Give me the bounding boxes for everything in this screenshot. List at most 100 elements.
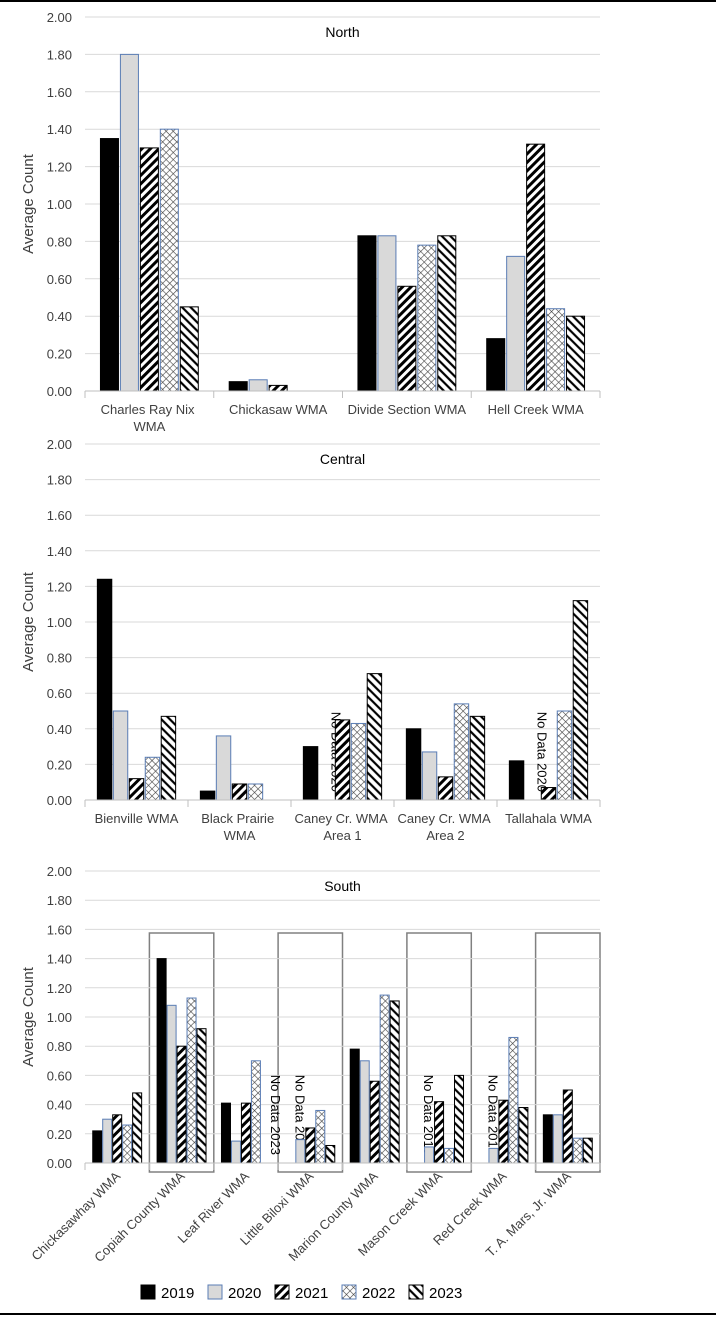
- y-tick-label: 1.20: [47, 160, 72, 175]
- y-tick-label: 1.80: [47, 473, 72, 488]
- bar: [366, 673, 383, 801]
- chart-title: South: [324, 878, 361, 894]
- x-tick-label: Charles Ray Nix WMA: [101, 402, 199, 434]
- legend-swatch: [207, 1284, 223, 1300]
- legend-swatch: [140, 1284, 156, 1300]
- bar: [518, 1107, 529, 1164]
- bar: [179, 306, 199, 392]
- highlight-boxes: [148, 932, 601, 1173]
- y-tick-label: 0.00: [47, 384, 72, 399]
- bar: [506, 255, 526, 392]
- x-tick-label: Chickasaw WMA: [229, 402, 328, 417]
- bar: [220, 1102, 231, 1164]
- no-data-note: No Data 2019: [292, 1075, 307, 1155]
- y-axis-label: Average Count: [20, 153, 37, 254]
- y-tick-label: 1.20: [47, 981, 72, 996]
- bar: [424, 1146, 435, 1164]
- bar: [215, 735, 232, 801]
- highlight-box: [534, 932, 601, 1173]
- chart-title: Central: [320, 451, 365, 467]
- bar: [122, 1124, 133, 1164]
- bar: [359, 1060, 370, 1164]
- y-tick-label: 1.20: [47, 579, 72, 594]
- legend-label: 2022: [362, 1285, 395, 1302]
- highlight-box: [406, 932, 473, 1173]
- bar: [96, 578, 113, 801]
- y-tick-label: 1.40: [47, 122, 72, 137]
- legend-label: 2019: [161, 1285, 194, 1302]
- no-data-note: No Data 2019: [421, 1075, 436, 1155]
- bar: [582, 1137, 593, 1164]
- y-tick-label: 1.80: [47, 893, 72, 908]
- bar: [405, 728, 422, 801]
- bar: [268, 384, 288, 392]
- highlight-box: [277, 932, 344, 1173]
- y-tick-label: 1.60: [47, 922, 72, 937]
- bar: [325, 1144, 336, 1164]
- legend-label: 2023: [429, 1285, 462, 1302]
- bar: [112, 1114, 123, 1164]
- y-tick-label: 0.60: [47, 272, 72, 287]
- y-tick-label: 1.60: [47, 508, 72, 523]
- bar: [566, 315, 586, 392]
- bar: [508, 760, 525, 801]
- legend-swatch: [274, 1284, 290, 1300]
- y-tick-label: 0.20: [47, 1127, 72, 1142]
- y-tick-label: 2.00: [47, 437, 72, 452]
- y-tick-label: 0.80: [47, 234, 72, 249]
- bar: [128, 778, 145, 801]
- bar: [454, 1074, 465, 1164]
- bar: [434, 1101, 445, 1164]
- bar: [159, 128, 179, 392]
- y-tick-label: 0.20: [47, 757, 72, 772]
- y-tick-label: 2.00: [47, 10, 72, 25]
- bar: [156, 958, 167, 1164]
- x-tick-label: Caney Cr. WMA Area 2: [397, 811, 493, 843]
- bar: [139, 147, 159, 392]
- y-tick-label: 0.60: [47, 686, 72, 701]
- bar: [389, 1000, 400, 1164]
- bar: [350, 722, 367, 801]
- legend-swatch: [408, 1284, 424, 1300]
- bar: [488, 1147, 499, 1164]
- y-tick-label: 1.00: [47, 197, 72, 212]
- y-axis-label: Average Count: [20, 571, 37, 672]
- bar: [417, 244, 437, 392]
- no-data-note: No Data 2019: [485, 1075, 500, 1155]
- bar: [240, 1102, 251, 1164]
- y-tick-label: 0.40: [47, 309, 72, 324]
- no-data-note: No Data 2023: [268, 1075, 283, 1155]
- bar: [498, 1099, 509, 1164]
- bar: [542, 1114, 553, 1164]
- chart-title: North: [325, 24, 359, 40]
- bar: [546, 308, 566, 392]
- x-tick-label: Tallahala WMA: [505, 811, 592, 826]
- bar: [437, 776, 454, 801]
- bar: [305, 1127, 316, 1164]
- bar: [247, 783, 264, 801]
- highlight-box: [148, 932, 215, 1173]
- bar: [469, 715, 486, 801]
- x-tick-label: Caney Cr. WMA Area 1: [294, 811, 390, 843]
- bar: [572, 600, 589, 801]
- bar: [99, 138, 119, 392]
- no-data-note: No Data 2020: [535, 712, 550, 792]
- bar: [230, 1140, 241, 1164]
- y-tick-label: 0.80: [47, 1039, 72, 1054]
- bar: [334, 719, 351, 801]
- bar: [397, 285, 417, 392]
- bar: [295, 1139, 306, 1164]
- bar: [552, 1114, 563, 1164]
- bar: [302, 746, 319, 801]
- bar: [379, 994, 390, 1164]
- y-tick-label: 1.40: [47, 544, 72, 559]
- bar: [250, 1060, 261, 1164]
- bar: [377, 235, 397, 392]
- bar: [572, 1137, 583, 1164]
- x-tick-label: Divide Section WMA: [348, 402, 467, 417]
- bar: [231, 783, 248, 801]
- bar: [421, 751, 438, 801]
- bar: [102, 1118, 113, 1164]
- bar: [112, 710, 129, 801]
